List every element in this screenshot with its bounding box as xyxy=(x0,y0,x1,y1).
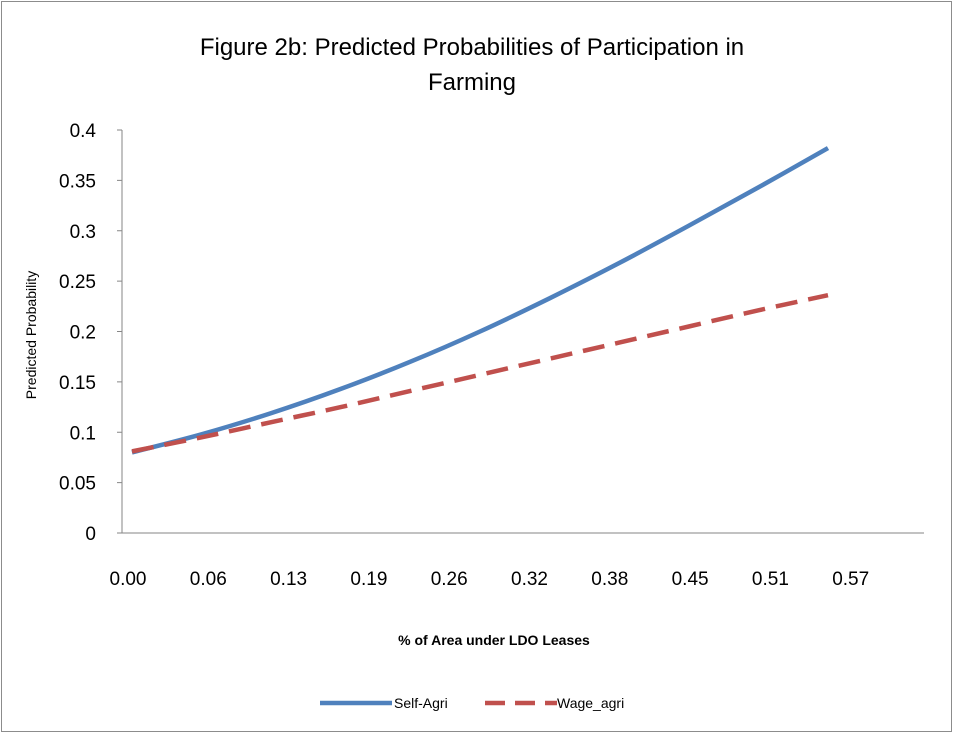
y-axis-ticks: 0 0.05 0.1 0.15 0.2 0.25 0.3 0.35 0.4 xyxy=(59,121,122,545)
legend: Self-Agri Wage_agri xyxy=(320,695,624,711)
x-tick-label: 0.51 xyxy=(752,569,789,590)
y-tick-label: 0.25 xyxy=(59,272,96,293)
x-axis-label: % of Area under LDO Leases xyxy=(398,632,590,648)
y-tick-label: 0.3 xyxy=(70,222,96,243)
series-layer xyxy=(131,146,830,455)
x-tick-label: 0.13 xyxy=(270,569,307,590)
x-tick-label: 0.26 xyxy=(431,569,468,590)
x-tick-label: 0.38 xyxy=(591,569,628,590)
y-tick-label: 0.1 xyxy=(70,423,96,444)
chart-title-line1: Figure 2b: Predicted Probabilities of Pa… xyxy=(200,34,744,61)
x-tick-label: 0.19 xyxy=(350,569,387,590)
legend-label: Self-Agri xyxy=(394,695,448,711)
x-tick-label: 0.57 xyxy=(832,569,869,590)
y-tick-label: 0.05 xyxy=(59,474,96,495)
y-tick-label: 0.2 xyxy=(70,323,96,344)
x-tick-label: 0.45 xyxy=(672,569,709,590)
x-tick-label: 0.06 xyxy=(190,569,227,590)
y-tick-label: 0.15 xyxy=(59,373,96,394)
y-tick-label: 0.4 xyxy=(70,121,97,142)
x-tick-label: 0.32 xyxy=(511,569,548,590)
y-tick-label: 0.35 xyxy=(59,171,96,192)
series-line-self-agri xyxy=(131,146,830,455)
x-tick-label: 0.00 xyxy=(110,569,147,590)
y-tick-label: 0 xyxy=(85,524,96,545)
chart-title-line2: Farming xyxy=(428,69,516,96)
x-axis-ticks: 0.00 0.06 0.13 0.19 0.26 0.32 0.38 0.45 0.51 0.57 xyxy=(110,569,870,590)
y-axis-label: Predicted Probability xyxy=(23,271,39,399)
series-line-wage-agri xyxy=(131,293,829,454)
legend-label: Wage_agri xyxy=(557,695,624,711)
